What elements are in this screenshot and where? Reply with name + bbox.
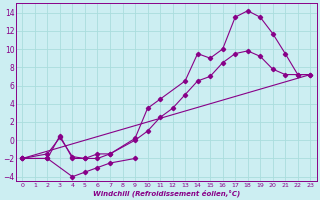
- X-axis label: Windchill (Refroidissement éolien,°C): Windchill (Refroidissement éolien,°C): [93, 189, 240, 197]
